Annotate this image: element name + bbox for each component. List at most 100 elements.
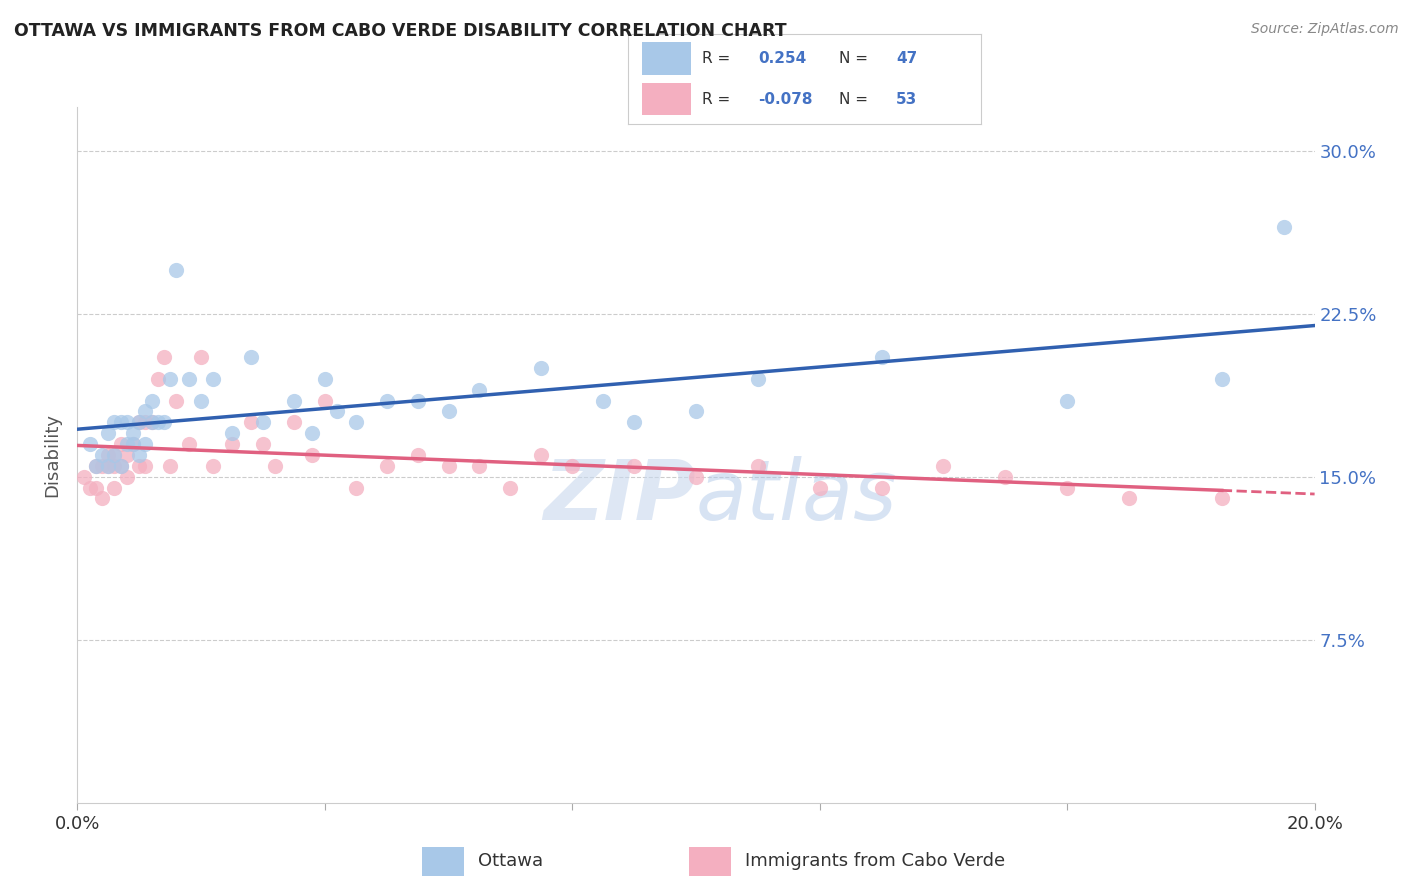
Point: [84, 458, 107, 473]
Point: [221, 426, 243, 441]
Text: OTTAWA VS IMMIGRANTS FROM CABO VERDE DISABILITY CORRELATION CHART: OTTAWA VS IMMIGRANTS FROM CABO VERDE DIS…: [14, 22, 787, 40]
Text: ZIP: ZIP: [543, 456, 696, 537]
Point: [870, 350, 893, 364]
Text: N =: N =: [839, 92, 873, 107]
Point: [283, 393, 305, 408]
Point: [134, 458, 156, 473]
Point: [141, 393, 163, 408]
Point: [932, 458, 955, 473]
Point: [406, 448, 429, 462]
Point: [202, 458, 225, 473]
Bar: [643, 42, 692, 75]
Point: [252, 437, 274, 451]
Point: [128, 458, 150, 473]
Text: atlas: atlas: [696, 456, 897, 537]
Bar: [643, 83, 692, 115]
Point: [375, 458, 398, 473]
Point: [685, 404, 707, 418]
Bar: [689, 847, 731, 876]
Point: [165, 263, 187, 277]
Point: [141, 415, 163, 429]
Point: [437, 404, 460, 418]
Point: [122, 437, 145, 451]
Point: [530, 448, 553, 462]
Text: R =: R =: [702, 51, 735, 66]
Text: R =: R =: [702, 92, 735, 107]
Point: [685, 469, 707, 483]
Point: [72, 469, 94, 483]
Point: [344, 415, 367, 429]
Point: [153, 350, 176, 364]
Point: [97, 458, 120, 473]
Bar: [422, 847, 464, 876]
Text: N =: N =: [839, 51, 873, 66]
Text: Ottawa: Ottawa: [478, 852, 543, 870]
Point: [870, 481, 893, 495]
Point: [153, 415, 176, 429]
Point: [747, 458, 769, 473]
Point: [134, 415, 156, 429]
Point: [264, 458, 287, 473]
Point: [110, 458, 132, 473]
Point: [623, 458, 645, 473]
Point: [146, 372, 169, 386]
Text: Source: ZipAtlas.com: Source: ZipAtlas.com: [1251, 22, 1399, 37]
Y-axis label: Disability: Disability: [44, 413, 62, 497]
Point: [190, 393, 212, 408]
Point: [314, 372, 336, 386]
Point: [103, 481, 125, 495]
Point: [592, 393, 614, 408]
Point: [115, 415, 138, 429]
Point: [115, 448, 138, 462]
Point: [406, 393, 429, 408]
Point: [326, 404, 349, 418]
Point: [1118, 491, 1140, 506]
Point: [1211, 372, 1233, 386]
Point: [1272, 219, 1295, 234]
Point: [468, 458, 491, 473]
Point: [122, 426, 145, 441]
Point: [1211, 491, 1233, 506]
Point: [202, 372, 225, 386]
Point: [97, 426, 120, 441]
Point: [808, 481, 831, 495]
Point: [747, 372, 769, 386]
Point: [134, 404, 156, 418]
Point: [623, 415, 645, 429]
Point: [134, 437, 156, 451]
Point: [561, 458, 583, 473]
Point: [177, 437, 200, 451]
Point: [994, 469, 1017, 483]
Point: [91, 491, 114, 506]
Point: [375, 393, 398, 408]
Point: [103, 448, 125, 462]
Point: [97, 458, 120, 473]
Point: [103, 415, 125, 429]
Point: [84, 458, 107, 473]
Point: [141, 415, 163, 429]
Point: [1056, 393, 1078, 408]
Point: [159, 458, 181, 473]
Point: [165, 393, 187, 408]
Point: [239, 415, 262, 429]
Point: [79, 437, 101, 451]
Point: [437, 458, 460, 473]
Point: [177, 372, 200, 386]
Point: [146, 415, 169, 429]
Point: [110, 415, 132, 429]
Text: -0.078: -0.078: [758, 92, 813, 107]
Point: [128, 415, 150, 429]
Point: [283, 415, 305, 429]
Text: Immigrants from Cabo Verde: Immigrants from Cabo Verde: [745, 852, 1005, 870]
Point: [314, 393, 336, 408]
Point: [468, 383, 491, 397]
Point: [91, 458, 114, 473]
Point: [221, 437, 243, 451]
Point: [110, 458, 132, 473]
Point: [110, 437, 132, 451]
Point: [252, 415, 274, 429]
Point: [128, 415, 150, 429]
Point: [128, 448, 150, 462]
Point: [159, 372, 181, 386]
Point: [103, 458, 125, 473]
